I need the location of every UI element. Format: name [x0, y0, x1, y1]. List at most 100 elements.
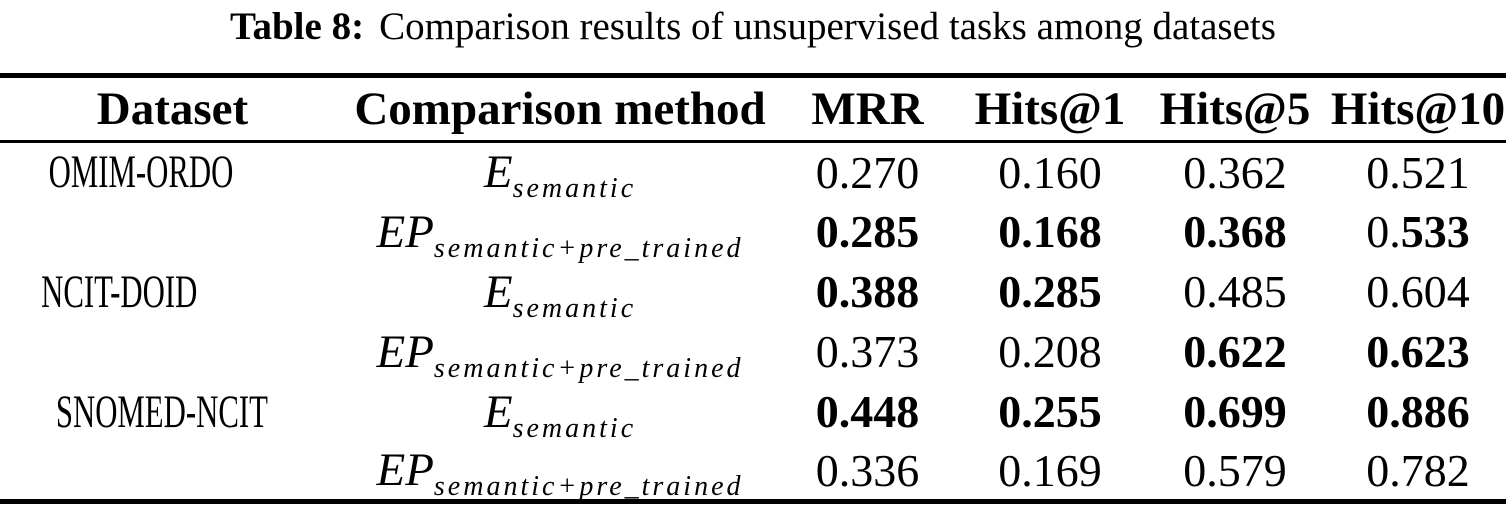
header-hits-at-10: Hits@10 — [1330, 83, 1506, 135]
metric-value: 0.521 — [1366, 146, 1470, 198]
metric-value: 0.285 — [815, 206, 920, 257]
table-header: Dataset Comparison method MRR Hits@1 Hit… — [0, 76, 1506, 142]
metric-value: 0.782 — [1366, 444, 1470, 496]
method-cell: Esemantic — [345, 382, 775, 444]
dataset-name-wrap — [0, 444, 220, 497]
metric-value: 0.168 — [998, 206, 1102, 257]
metric-value-cell: 0.362 — [1140, 142, 1330, 202]
metric-value-cell: 0.622 — [1140, 322, 1330, 382]
caption-text: Comparison results of unsupervised tasks… — [379, 5, 1276, 48]
metric-value-cell: 0.208 — [960, 322, 1140, 382]
metric-value-cell: 0.448 — [775, 382, 960, 442]
dataset-cell — [0, 442, 345, 502]
metric-value-cell: 0.168 — [960, 202, 1140, 262]
metric-value: 0.448 — [815, 386, 920, 437]
metric-value: 0.270 — [815, 146, 920, 198]
method-subscript: semantic — [512, 412, 637, 444]
metric-value-cell: 0.336 — [775, 442, 960, 502]
method-subscript: semantic — [512, 292, 637, 324]
metric-value-cell: 0.623 — [1330, 322, 1506, 382]
metric-value: 0.336 — [815, 444, 920, 496]
method-cell: EPsemantic+pre_trained — [345, 322, 775, 384]
method-subscript: semantic+pre_trained — [433, 232, 744, 264]
metric-value-cell: 0.285 — [775, 202, 960, 262]
metric-value-cell: 0.255 — [960, 382, 1140, 442]
table-row: EPsemantic+pre_trained 0.336 0.169 0.579 0.7… — [0, 442, 1506, 502]
metric-value: 0.886 — [1366, 386, 1470, 437]
table-row: OMIM-ORDO Esemantic 0.270 0.160 0.362 0.521 — [0, 142, 1506, 205]
metric-value: 0.579 — [1183, 444, 1287, 496]
dataset-cell — [0, 202, 345, 262]
metric-value: 0.208 — [998, 326, 1102, 377]
method-base: E — [483, 265, 513, 318]
metric-value: 0.368 — [1183, 206, 1287, 257]
header-dataset: Dataset — [96, 83, 249, 135]
table-caption: Table 8: Comparison results of unsupervi… — [0, 0, 1506, 73]
table-row: EPsemantic+pre_trained 0.373 0.208 0.622 0.6… — [0, 322, 1506, 384]
metric-value-cell: 0.373 — [775, 322, 960, 382]
method-base: EP — [376, 444, 434, 497]
dataset-cell: NCIT-DOID — [0, 262, 345, 322]
table-row: SNOMED-NCIT Esemantic 0.448 0.255 0.699 0.886 — [0, 382, 1506, 444]
dataset-name: OMIM-ORDO — [48, 146, 234, 199]
metric-value-cell: 0.782 — [1330, 442, 1506, 502]
metric-value-cell: 0.388 — [775, 262, 960, 322]
metric-value: 0.362 — [1183, 146, 1287, 198]
dataset-name: NCIT-DOID — [41, 265, 198, 318]
dataset-cell: OMIM-ORDO — [0, 142, 345, 202]
dataset-name: SNOMED-NCIT — [55, 385, 268, 438]
method-base: EP — [376, 205, 434, 258]
results-table: Dataset Comparison method MRR Hits@1 Hit… — [0, 73, 1506, 504]
dataset-name-wrap: SNOMED-NCIT — [0, 385, 268, 439]
metric-value: 0.388 — [815, 266, 920, 317]
metric-value-cell: 0.285 — [960, 262, 1140, 322]
caption-label: Table 8: — [230, 5, 365, 48]
metric-value-cell: 0.368 — [1140, 202, 1330, 262]
metric-value-cell: 0.886 — [1330, 382, 1506, 442]
dataset-name-wrap — [0, 325, 220, 378]
header-mrr: MRR — [811, 83, 924, 135]
metric-value: 0.373 — [815, 326, 920, 377]
metric-value-cell: 0.521 — [1330, 142, 1506, 202]
method-base: E — [483, 385, 513, 438]
metric-value: 0.169 — [998, 444, 1102, 496]
metric-value-cell: 0.579 — [1140, 442, 1330, 502]
metric-value: 0. — [1366, 206, 1401, 257]
metric-value: 0.699 — [1183, 386, 1287, 437]
metric-value: 533 — [1400, 206, 1470, 257]
header-comparison-method: Comparison method — [354, 83, 766, 135]
header-hits-at-1: Hits@1 — [974, 83, 1126, 135]
method-cell: EPsemantic+pre_trained — [345, 202, 775, 264]
dataset-cell — [0, 322, 345, 382]
method-cell: EPsemantic+pre_trained — [345, 442, 775, 502]
metric-value-cell: 0.270 — [775, 142, 960, 202]
header-hits-at-5: Hits@5 — [1159, 83, 1311, 135]
metric-value: 0.285 — [998, 266, 1102, 317]
metric-value: 0.160 — [998, 146, 1102, 198]
dataset-name-wrap: OMIM-ORDO — [0, 145, 234, 199]
metric-value: 0.604 — [1366, 266, 1470, 317]
method-cell: Esemantic — [345, 142, 775, 205]
metric-value: 0.485 — [1183, 266, 1287, 317]
dataset-cell: SNOMED-NCIT — [0, 382, 345, 442]
metric-value-cell: 0.604 — [1330, 262, 1506, 322]
dataset-name-wrap: NCIT-DOID — [0, 265, 220, 319]
header-row: Dataset Comparison method MRR Hits@1 Hit… — [0, 76, 1506, 142]
method-base: EP — [376, 325, 434, 378]
method-subscript: semantic — [512, 173, 637, 205]
table-row: NCIT-DOID Esemantic 0.388 0.285 0.485 0.604 — [0, 262, 1506, 324]
method-cell: Esemantic — [345, 262, 775, 324]
metric-value-cell: 0.160 — [960, 142, 1140, 202]
metric-value: 0.623 — [1366, 326, 1470, 377]
metric-value-cell: 0.485 — [1140, 262, 1330, 322]
metric-value: 0.622 — [1183, 326, 1287, 377]
table-body: OMIM-ORDO Esemantic 0.270 0.160 0.362 0.521 EP… — [0, 142, 1506, 502]
method-base: E — [483, 146, 513, 199]
metric-value: 0.255 — [998, 386, 1102, 437]
metric-value-cell: 0.699 — [1140, 382, 1330, 442]
table-row: EPsemantic+pre_trained 0.285 0.168 0.368 0.5… — [0, 202, 1506, 264]
method-subscript: semantic+pre_trained — [433, 352, 744, 384]
dataset-name-wrap — [0, 205, 220, 258]
metric-value-cell: 0.533 — [1330, 202, 1506, 262]
